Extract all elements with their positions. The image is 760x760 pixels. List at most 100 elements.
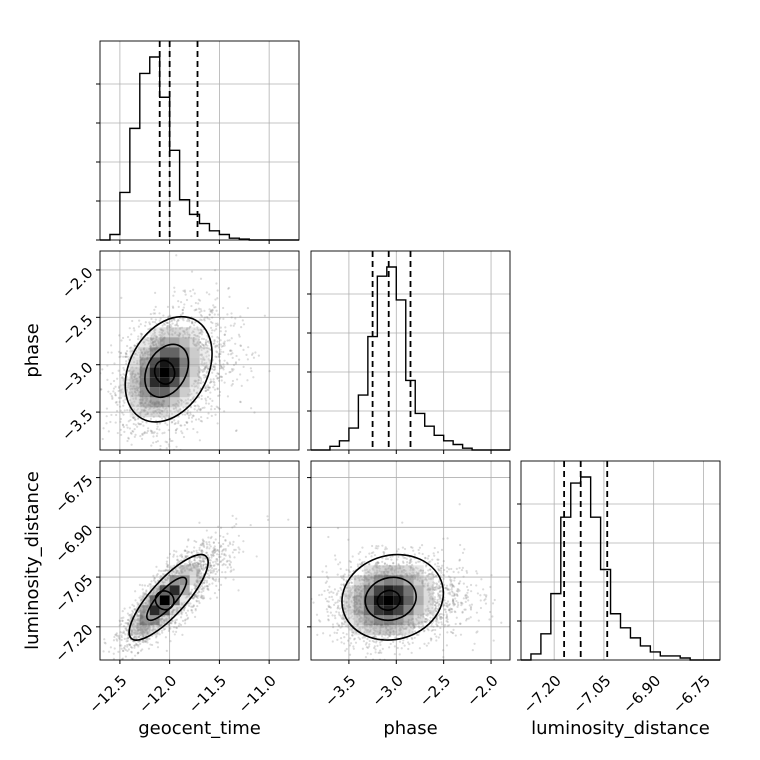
scatter-point: [183, 331, 186, 334]
scatter-point: [435, 602, 438, 605]
scatter-point: [162, 619, 166, 623]
scatter-point: [197, 594, 200, 597]
x-axis-label-geocent_time: geocent_time: [138, 718, 261, 739]
scatter-point: [424, 556, 427, 559]
scatter-point: [153, 593, 156, 596]
scatter-point: [184, 549, 187, 553]
scatter-point: [128, 643, 131, 646]
scatter-point: [186, 545, 189, 548]
scatter-point: [125, 424, 128, 427]
scatter-point: [457, 582, 461, 585]
scatter-point: [202, 568, 205, 572]
scatter-point: [453, 594, 457, 597]
scatter-point: [201, 369, 204, 372]
scatter-point: [254, 351, 257, 354]
scatter-point: [433, 600, 436, 603]
density-cell: [139, 407, 150, 418]
scatter-point: [234, 429, 238, 433]
scatter-point: [126, 355, 129, 358]
scatter-point: [212, 342, 215, 346]
scatter-point: [436, 565, 439, 568]
scatter-point: [202, 368, 205, 371]
scatter-point: [175, 618, 178, 621]
scatter-point: [129, 408, 132, 412]
scatter-point: [193, 385, 196, 388]
scatter-point: [435, 585, 438, 588]
scatter-point: [427, 554, 430, 558]
joint-panel-content: [301, 503, 503, 660]
scatter-point: [452, 599, 455, 602]
scatter-point: [121, 336, 125, 340]
scatter-point: [205, 316, 209, 319]
scatter-point: [232, 540, 235, 543]
scatter-point: [475, 611, 479, 614]
scatter-point: [199, 341, 202, 344]
scatter-point: [301, 561, 303, 563]
scatter-point: [163, 409, 166, 412]
scatter-point: [204, 351, 207, 354]
scatter-point: [165, 562, 168, 565]
scatter-point: [113, 647, 116, 650]
scatter-point: [415, 623, 418, 626]
scatter-point: [209, 564, 213, 567]
scatter-point: [195, 580, 198, 584]
scatter-point: [226, 559, 229, 562]
scatter-point: [117, 386, 121, 389]
density-cell: [373, 615, 384, 626]
scatter-point: [132, 416, 135, 419]
density-cell: [363, 615, 374, 626]
scatter-point: [152, 312, 155, 315]
scatter-point: [144, 592, 148, 595]
scatter-point: [158, 422, 161, 425]
scatter-point: [153, 431, 156, 434]
scatter-point: [224, 538, 227, 542]
scatter-point: [415, 633, 419, 636]
scatter-point: [199, 332, 202, 335]
density-cell: [159, 327, 170, 338]
scatter-point: [125, 627, 128, 630]
y-tick-label-luminosity-distance: −6.75: [51, 471, 96, 516]
scatter-point: [144, 409, 147, 412]
scatter-point: [219, 348, 222, 351]
scatter-point: [114, 401, 118, 404]
density-cell: [139, 347, 150, 358]
scatter-point: [344, 607, 347, 610]
y-tick-label-luminosity-distance: −7.20: [51, 621, 96, 666]
scatter-point: [418, 621, 421, 624]
scatter-point: [220, 545, 223, 548]
scatter-point: [345, 600, 348, 603]
scatter-point: [347, 597, 351, 600]
density-cell: [383, 565, 394, 576]
scatter-point: [336, 622, 339, 625]
scatter-point: [166, 330, 169, 333]
scatter-point: [195, 572, 198, 576]
scatter-point: [199, 576, 202, 579]
scatter-point: [224, 571, 227, 574]
scatter-point: [161, 409, 164, 413]
scatter-point: [185, 421, 189, 424]
scatter-point: [420, 569, 423, 573]
scatter-point: [171, 305, 175, 308]
scatter-point: [132, 416, 135, 419]
scatter-point: [144, 407, 147, 410]
scatter-point: [365, 625, 369, 628]
scatter-point: [114, 421, 117, 424]
scatter-point: [130, 650, 133, 653]
scatter-point: [174, 568, 177, 572]
scatter-point: [202, 587, 206, 590]
scatter-point: [174, 572, 177, 576]
scatter-point: [149, 631, 152, 635]
scatter-point: [373, 635, 376, 638]
scatter-point: [115, 633, 118, 636]
scatter-point: [374, 563, 377, 566]
density-cell: [353, 595, 364, 606]
scatter-point: [436, 586, 439, 590]
scatter-point: [154, 592, 157, 595]
scatter-point: [429, 588, 432, 591]
scatter-point: [154, 628, 157, 631]
scatter-point: [453, 592, 456, 595]
scatter-point: [452, 628, 455, 631]
scatter-point: [193, 546, 196, 549]
scatter-point: [120, 635, 123, 639]
scatter-point: [181, 311, 185, 314]
